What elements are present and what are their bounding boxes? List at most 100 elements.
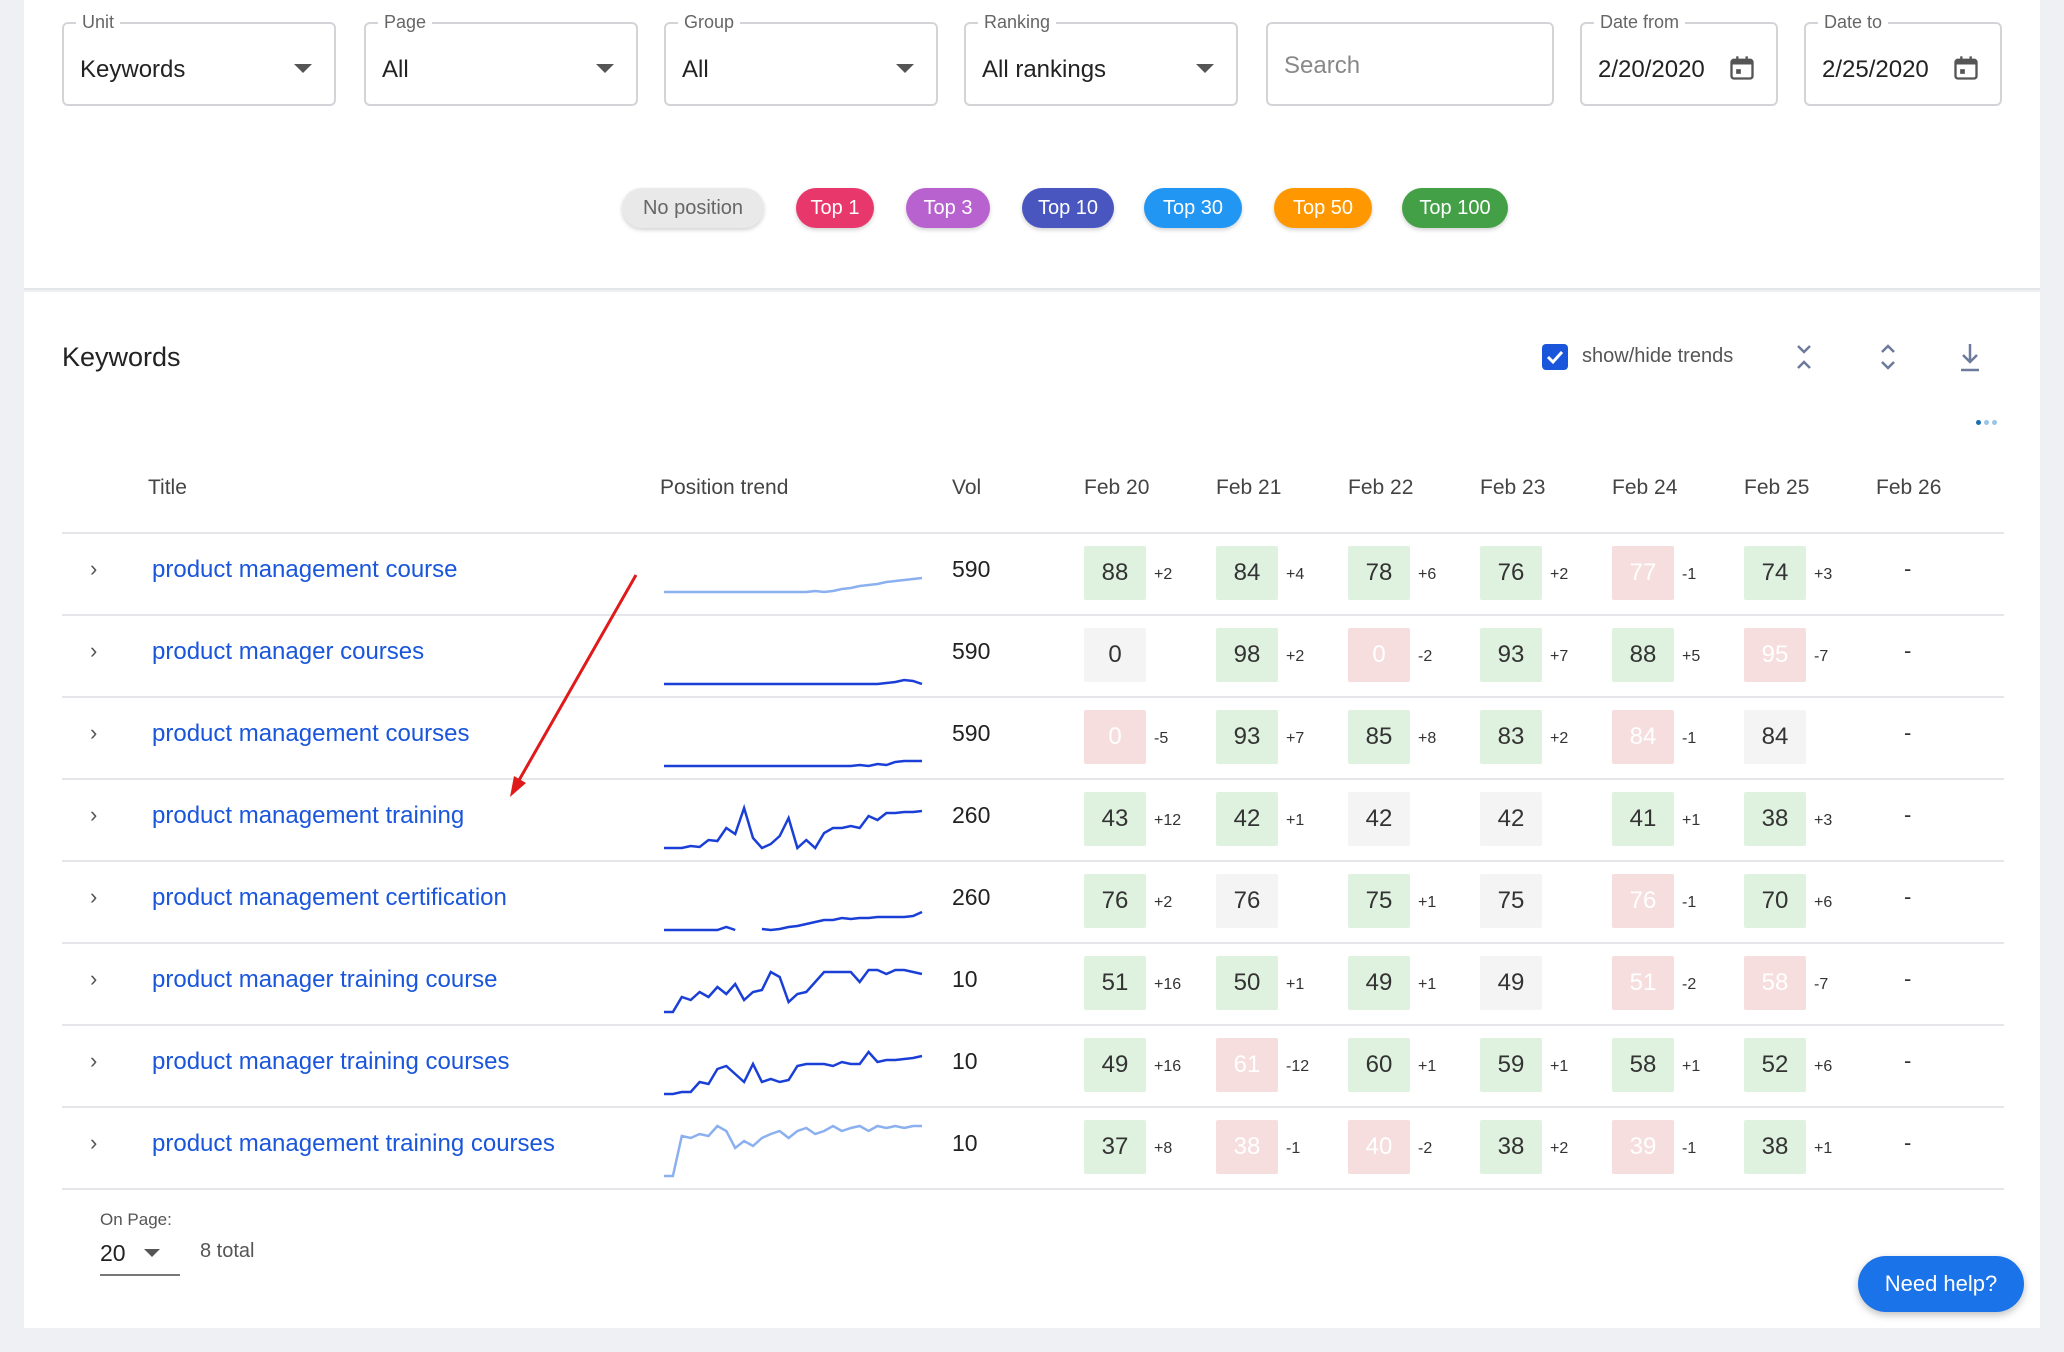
position-change: +1 [1682, 812, 1701, 829]
position-change: -1 [1682, 566, 1697, 583]
position-change: +3 [1814, 566, 1833, 583]
dropdown-caret-icon[interactable] [144, 1249, 160, 1257]
keyword-link[interactable]: product manager training course [152, 966, 498, 993]
row-divider [62, 1188, 2004, 1190]
unit-select[interactable]: Unit Keywords [62, 12, 336, 106]
position-change: +1 [1418, 894, 1437, 911]
position-cell: 38 [1744, 1120, 1806, 1174]
position-trend-sparkline [664, 803, 923, 851]
keyword-link[interactable]: product management training [152, 802, 465, 829]
section-title: Keywords [62, 342, 181, 372]
dropdown-caret-icon [1196, 64, 1214, 73]
row-divider [62, 942, 2004, 944]
expand-row-icon[interactable]: › [90, 1130, 98, 1155]
column-header-date[interactable]: Feb 21 [1216, 476, 1282, 499]
table-row[interactable]: › product management training 260 43 +12 42 +1… [62, 780, 2004, 862]
chip-top-50[interactable]: Top 50 [1274, 188, 1372, 228]
row-divider [62, 860, 2004, 862]
download-icon[interactable] [1956, 340, 1984, 374]
column-header-date[interactable]: Feb 23 [1480, 476, 1546, 499]
expand-row-icon[interactable]: › [90, 720, 98, 745]
position-cell: 85 [1348, 710, 1410, 764]
page-select[interactable]: Page All [364, 12, 638, 106]
position-change: -1 [1286, 1140, 1301, 1157]
search-input[interactable]: Search [1266, 22, 1554, 106]
chip-top-10[interactable]: Top 10 [1022, 188, 1114, 228]
column-header-title[interactable]: Title [148, 476, 187, 499]
column-header-date[interactable]: Feb 20 [1084, 476, 1150, 499]
filters-panel: Unit Keywords Page All Group All Ranking… [24, 0, 2040, 290]
chip-no-position[interactable]: No position [622, 188, 764, 228]
keyword-link[interactable]: product management training courses [152, 1130, 555, 1157]
search-volume: 590 [952, 720, 991, 746]
position-cell: 59 [1480, 1038, 1542, 1092]
show-trends-checkbox[interactable] [1542, 344, 1568, 370]
keyword-link[interactable]: product management certification [152, 884, 507, 911]
expand-row-icon[interactable]: › [90, 556, 98, 581]
chip-top-100[interactable]: Top 100 [1402, 188, 1508, 228]
position-change: +1 [1550, 1058, 1569, 1075]
table-row[interactable]: › product manager training course 10 51 +16 5… [62, 944, 2004, 1026]
position-trend-sparkline [664, 1050, 923, 1096]
position-cell: 49 [1348, 956, 1410, 1010]
column-header-date[interactable]: Feb 26 [1876, 476, 1942, 499]
table-row[interactable]: › product manager courses 590 0 98 +2 0 -2 93 +7 8… [62, 616, 2004, 698]
keyword-link[interactable]: product manager training courses [152, 1048, 510, 1075]
empty-position: - [1904, 638, 1912, 663]
position-trend-sparkline [664, 576, 923, 594]
calendar-icon[interactable] [1952, 54, 1980, 82]
keyword-link[interactable]: product management course [152, 556, 458, 583]
table-row[interactable]: › product manager training courses 10 49 +16… [62, 1026, 2004, 1108]
position-cell: 49 [1480, 956, 1542, 1010]
ranking-select[interactable]: Ranking All rankings [964, 12, 1238, 106]
position-change: -2 [1418, 648, 1433, 665]
search-volume: 10 [952, 966, 978, 992]
chip-top-30[interactable]: Top 30 [1144, 188, 1242, 228]
expand-row-icon[interactable]: › [90, 802, 98, 827]
position-cell: 43 [1084, 792, 1146, 846]
collapse-all-icon[interactable] [1790, 340, 1818, 374]
position-cell: 38 [1216, 1120, 1278, 1174]
position-cell: 58 [1612, 1038, 1674, 1092]
expand-row-icon[interactable]: › [90, 638, 98, 663]
keyword-link[interactable]: product manager courses [152, 638, 425, 665]
position-change: +2 [1550, 1140, 1569, 1157]
position-change: +6 [1418, 566, 1437, 583]
date-to-field[interactable]: Date to 2/25/2020 [1804, 12, 2002, 106]
empty-position: - [1904, 556, 1912, 581]
position-change: +7 [1550, 648, 1569, 665]
position-cell: 0 [1084, 710, 1146, 764]
chip-top-3[interactable]: Top 3 [906, 188, 990, 228]
expand-row-icon[interactable]: › [90, 884, 98, 909]
select-underline [100, 1274, 180, 1276]
column-header-date[interactable]: Feb 25 [1744, 476, 1810, 499]
date-from-field[interactable]: Date from 2/20/2020 [1580, 12, 1778, 106]
rows-per-page-select[interactable]: 20 [100, 1240, 126, 1266]
need-help-button[interactable]: Need help? [1858, 1256, 2024, 1312]
column-header-date[interactable]: Feb 22 [1348, 476, 1414, 499]
column-header-date[interactable]: Feb 24 [1612, 476, 1678, 499]
expand-row-icon[interactable]: › [90, 966, 98, 991]
column-header-vol[interactable]: Vol [952, 476, 982, 499]
position-trend-sparkline [664, 678, 923, 686]
expand-all-icon[interactable] [1874, 340, 1902, 374]
ranking-value: All rankings [982, 56, 1107, 83]
keyword-link[interactable]: product management courses [152, 720, 470, 747]
calendar-icon[interactable] [1728, 54, 1756, 82]
trend-line [664, 803, 923, 851]
position-change: -1 [1682, 894, 1697, 911]
table-row[interactable]: › product management certification 260 76 +2… [62, 862, 2004, 944]
position-change: +6 [1814, 1058, 1833, 1075]
group-value: All [682, 56, 709, 83]
chip-top-1[interactable]: Top 1 [796, 188, 874, 228]
expand-row-icon[interactable]: › [90, 1048, 98, 1073]
position-cell: 76 [1480, 546, 1542, 600]
position-change: +1 [1286, 812, 1305, 829]
position-cell: 40 [1348, 1120, 1410, 1174]
row-divider [62, 614, 2004, 616]
table-row[interactable]: › product management course 590 88 +2 84 +4 78 +… [62, 534, 2004, 616]
position-cell: 88 [1084, 546, 1146, 600]
table-row[interactable]: › product management training courses 10 37… [62, 1108, 2004, 1190]
table-row[interactable]: › product management courses 590 0 -5 93 +7 85 +… [62, 698, 2004, 780]
group-select[interactable]: Group All [664, 12, 938, 106]
